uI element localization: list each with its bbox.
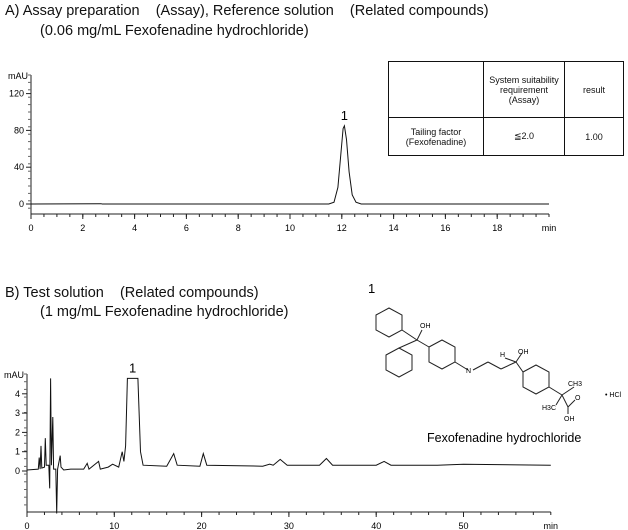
x-tick-label: 8 — [236, 223, 241, 233]
structure-name: Fexofenadine hydrochloride — [427, 431, 581, 445]
peak-label: 1 — [129, 360, 136, 375]
label-h3c: H3C — [542, 405, 556, 412]
structure-peak-number: 1 — [368, 281, 375, 296]
y-tick-label: 0 — [15, 466, 20, 476]
x-tick-label: 18 — [492, 223, 502, 233]
chromatogram-trace — [26, 377, 551, 514]
x-tick-label: 10 — [285, 223, 295, 233]
label-ch3: CH3 — [568, 381, 582, 388]
table-cell-requirement: ≦2.0 — [483, 117, 565, 156]
label-hcl: • HCl — [605, 392, 622, 399]
y-tick-label: 4 — [15, 389, 20, 399]
table-cell-result: 1.00 — [564, 117, 624, 156]
x-tick-label: 14 — [389, 223, 399, 233]
peak-label: 1 — [341, 108, 348, 123]
table-header-blank — [388, 61, 484, 118]
chromatogram-a: 0 2 4 6 8 10 12 14 16 18 min 0 40 80 120 mAU 1 — [8, 71, 557, 233]
panel-a-subtitle: (0.06 mg/mL Fexofenadine hydrochloride) — [40, 23, 309, 39]
x-axis-label: min — [542, 223, 557, 233]
label-o: O — [575, 395, 581, 402]
label-oh-1: OH — [420, 323, 431, 330]
x-tick-label: 16 — [440, 223, 450, 233]
y-axis-label: mAU — [8, 71, 28, 81]
y-tick-label: 3 — [15, 408, 20, 418]
panel-b-title: B) Test solution (Related compounds) — [5, 285, 259, 301]
label-n: N — [466, 368, 471, 375]
x-tick-label: 50 — [458, 521, 468, 530]
x-tick-label: 20 — [197, 521, 207, 530]
y-tick-label: 1 — [15, 447, 20, 457]
label-oh-3: OH — [564, 416, 575, 423]
chromatogram-trace — [30, 124, 549, 205]
x-tick-label: 12 — [337, 223, 347, 233]
x-tick-label: 40 — [371, 521, 381, 530]
y-axis-label: mAU — [4, 370, 24, 380]
table-header-requirement: System suitability requirement (Assay) — [483, 61, 565, 118]
x-tick-label: 0 — [24, 521, 29, 530]
x-tick-label: 2 — [80, 223, 85, 233]
table-header-result: result — [564, 61, 624, 118]
x-tick-label: 10 — [109, 521, 119, 530]
x-tick-label: 4 — [132, 223, 137, 233]
y-tick-label: 40 — [14, 162, 24, 172]
x-tick-label: 0 — [28, 223, 33, 233]
x-axis-label: min — [544, 521, 559, 530]
x-tick-label: 6 — [184, 223, 189, 233]
panel-b-subtitle: (1 mg/mL Fexofenadine hydrochloride) — [40, 304, 289, 320]
y-tick-label: 0 — [19, 199, 24, 209]
system-suitability-table: System suitability requirement (Assay) r… — [388, 61, 624, 156]
panel-a-title: A) Assay preparation (Assay), Reference … — [5, 3, 489, 19]
y-tick-label: 120 — [9, 89, 24, 99]
x-tick-label: 30 — [284, 521, 294, 530]
table-cell-parameter: Tailing factor (Fexofenadine) — [388, 117, 484, 156]
y-tick-label: 80 — [14, 125, 24, 135]
structure-bonds — [375, 307, 576, 414]
label-oh-2: OH — [518, 349, 529, 356]
y-tick-label: 2 — [15, 427, 20, 437]
fexofenadine-structure: 1 OH H OH N CH3 H3C O OH • HCl Fexofenad… — [368, 281, 622, 445]
label-h: H — [500, 352, 505, 359]
